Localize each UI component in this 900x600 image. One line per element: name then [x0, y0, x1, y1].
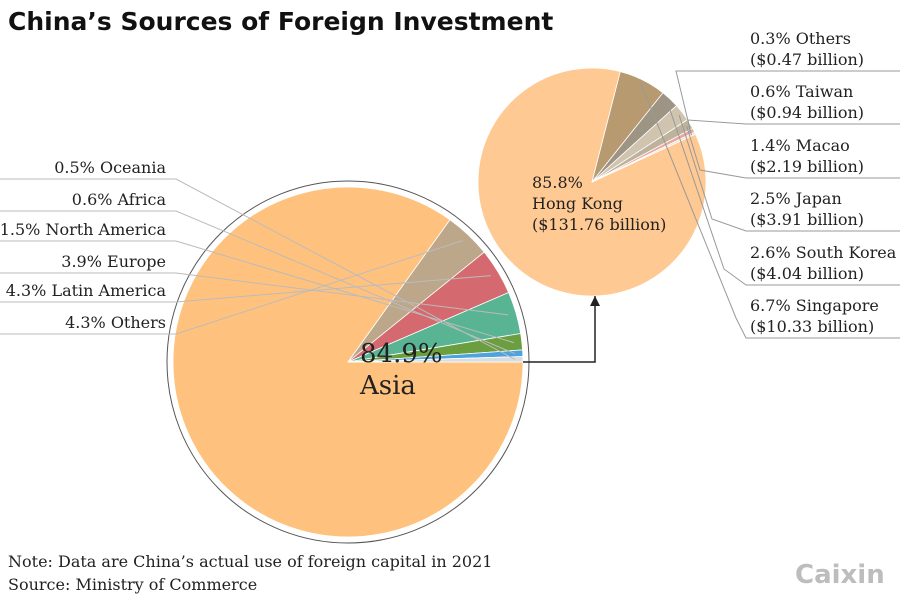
label-sub-others-0: 0.3% Others	[750, 29, 851, 48]
leader-sub-macao	[686, 125, 900, 179]
label-sub-south-korea-0: 2.6% South Korea	[750, 243, 897, 262]
caixin-logo: Caixin	[795, 560, 885, 590]
label-sub-others-1: ($0.47 billion)	[750, 50, 864, 69]
leader-latin-america	[0, 275, 491, 303]
hong-kong-center-label-1: Hong Kong	[532, 194, 623, 213]
label-africa: 0.6% Africa	[72, 190, 167, 209]
label-sub-taiwan-1: ($0.94 billion)	[750, 103, 864, 122]
subslice-others	[591, 131, 697, 183]
label-sub-south-korea-1: ($4.04 billion)	[750, 264, 864, 283]
leader-others	[0, 240, 463, 335]
main-pie: 84.9%Asia	[166, 180, 530, 544]
label-sub-singapore-0: 6.7% Singapore	[750, 296, 879, 315]
label-others: 4.3% Others	[65, 313, 166, 332]
asia-center-label-0: 84.9%	[360, 339, 443, 369]
asia-center-label-1: Asia	[359, 371, 416, 401]
connector-arrowhead	[590, 296, 600, 306]
leader-sub-japan	[678, 114, 900, 232]
label-north-america: 1.5% North America	[0, 220, 166, 239]
label-sub-macao-0: 1.4% Macao	[750, 136, 850, 155]
label-oceania: 0.5% Oceania	[54, 158, 166, 177]
label-sub-taiwan-0: 0.6% Taiwan	[750, 82, 853, 101]
footer-note: Note: Data are China’s actual use of for…	[8, 552, 492, 571]
leader-sub-south-korea	[666, 101, 900, 286]
pie-labels: 4.3% Others 4.3% Latin America 3.9% Europe…	[0, 29, 900, 360]
label-europe: 3.9% Europe	[61, 252, 166, 271]
footer-source: Source: Ministry of Commerce	[8, 575, 257, 594]
leader-sub-others	[675, 70, 900, 136]
connector-arrow	[523, 296, 596, 363]
hong-kong-center-label-2: ($131.76 billion)	[532, 215, 666, 234]
leader-sub-singapore	[640, 83, 900, 339]
hong-kong-sub-pie: 85.8% Hong Kong ($131.76 billion)	[477, 67, 707, 297]
hong-kong-center-label-0: 85.8%	[532, 173, 583, 192]
label-sub-japan-1: ($3.91 billion)	[750, 210, 864, 229]
label-latin-america: 4.3% Latin America	[6, 281, 167, 300]
leader-sub-taiwan	[687, 119, 900, 133]
label-sub-japan-0: 2.5% Japan	[750, 189, 842, 208]
leader-europe	[0, 272, 509, 316]
leader-africa	[0, 210, 515, 355]
leader-oceania	[0, 178, 516, 360]
chart-title: China’s Sources of Foreign Investment	[8, 7, 553, 36]
label-sub-singapore-1: ($10.33 billion)	[750, 317, 874, 336]
label-sub-macao-1: ($2.19 billion)	[750, 157, 864, 176]
leader-north-america	[0, 240, 515, 344]
